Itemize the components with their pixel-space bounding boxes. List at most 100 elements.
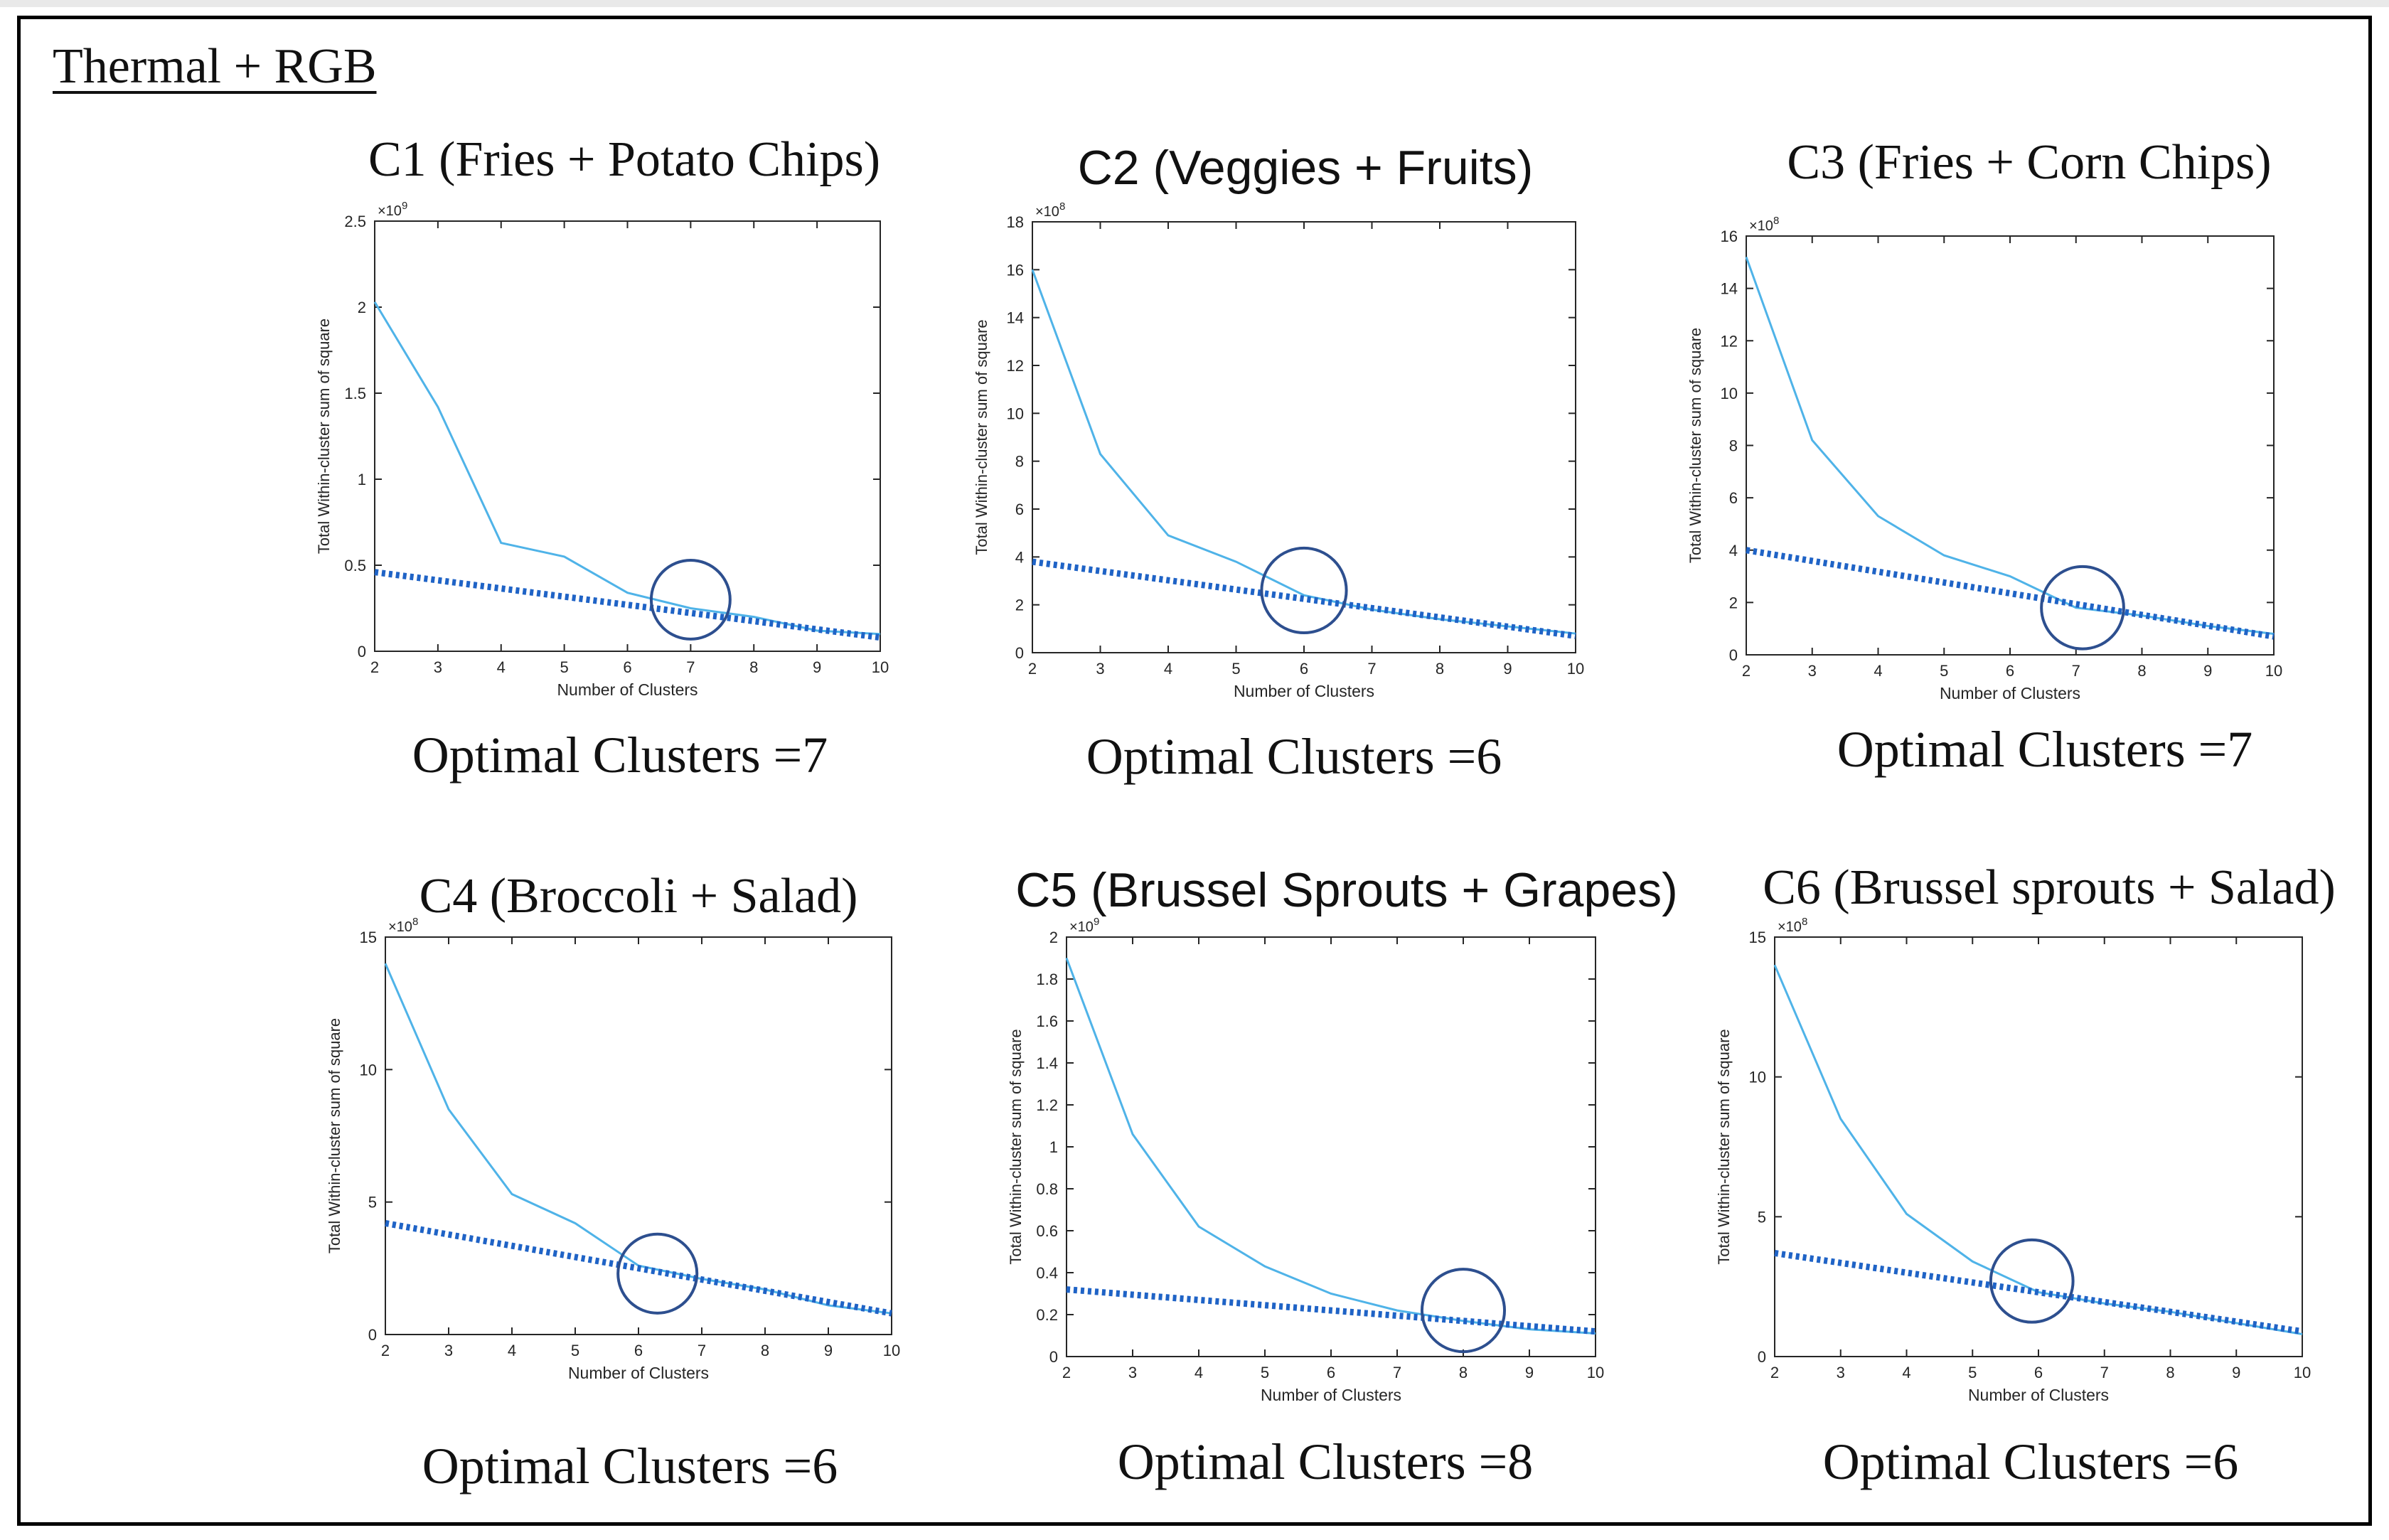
top-border-strip — [0, 0, 2389, 7]
y-exponent-label: ×109 — [378, 200, 407, 219]
y-tick-label: 4 — [1729, 542, 1738, 560]
y-tick-label: 4 — [1015, 548, 1024, 566]
x-tick-label: 8 — [2137, 662, 2146, 680]
x-tick-label: 3 — [1128, 1364, 1137, 1381]
y-tick-label: 0 — [1049, 1348, 1058, 1366]
x-tick-label: 6 — [2006, 662, 2014, 680]
y-tick-label: 2.5 — [344, 213, 366, 230]
x-tick-label: 5 — [1940, 662, 1948, 680]
x-tick-label: 4 — [1164, 660, 1172, 678]
x-tick-label: 8 — [1459, 1364, 1468, 1381]
y-tick-label: 0.2 — [1036, 1306, 1058, 1324]
x-tick-label: 9 — [1525, 1364, 1534, 1381]
panel-title-c6: C6 (Brussel sprouts + Salad) — [1763, 860, 2336, 915]
x-axis-label: Number of Clusters — [1234, 682, 1374, 700]
y-tick-label: 2 — [1049, 929, 1058, 946]
y-axis-label: Total Within-cluster sum of square — [1007, 1029, 1025, 1264]
y-axis-label: Total Within-cluster sum of square — [315, 319, 333, 554]
y-exponent-power: 9 — [402, 200, 407, 212]
trend-line — [1032, 558, 1576, 639]
y-tick-label: 0 — [358, 643, 366, 661]
x-tick-label: 9 — [824, 1342, 833, 1359]
x-tick-label: 6 — [623, 658, 631, 676]
x-tick-label: 5 — [1968, 1364, 1977, 1381]
x-tick-label: 10 — [1567, 660, 1584, 678]
y-tick-label: 10 — [1721, 385, 1738, 402]
y-tick-label: 14 — [1721, 280, 1738, 298]
y-axis-label: Total Within-cluster sum of square — [1715, 1029, 1733, 1264]
y-tick-label: 1 — [1049, 1138, 1058, 1156]
panel-title-c4: C4 (Broccoli + Salad) — [419, 869, 858, 924]
y-tick-label: 0.8 — [1036, 1180, 1058, 1198]
y-tick-label: 2 — [1015, 597, 1024, 614]
x-tick-label: 2 — [1770, 1364, 1779, 1381]
x-tick-label: 6 — [2034, 1364, 2043, 1381]
y-tick-label: 8 — [1729, 437, 1738, 455]
x-tick-label: 9 — [1503, 660, 1512, 678]
x-tick-label: 4 — [1874, 662, 1882, 680]
x-tick-label: 7 — [686, 658, 695, 676]
y-tick-label: 12 — [1007, 357, 1024, 375]
x-tick-label: 9 — [2203, 662, 2212, 680]
y-exponent-power: 8 — [1773, 215, 1779, 227]
elbow-curve — [1773, 964, 2303, 1336]
y-tick-label: 14 — [1007, 309, 1024, 327]
x-tick-label: 4 — [1902, 1364, 1910, 1381]
x-tick-label: 2 — [370, 658, 379, 676]
caption-c1: Optimal Clusters =7 — [412, 727, 828, 784]
plot-area — [1746, 235, 2275, 656]
y-tick-label: 0 — [1015, 644, 1024, 662]
elbow-curve — [1745, 256, 2275, 636]
x-tick-label: 3 — [1808, 662, 1817, 680]
y-tick-label: 8 — [1015, 453, 1024, 471]
chart-c6: 2 3 4 5 6 7 8 9 10 0 5 10 15 ×108 Number of Clusters To… — [1715, 916, 2311, 1404]
y-exponent-power: 9 — [1094, 916, 1099, 928]
optimal-cluster-circle — [649, 558, 732, 641]
plot-area — [1066, 936, 1596, 1357]
y-exponent-label: ×108 — [1749, 215, 1779, 234]
x-tick-label: 8 — [749, 658, 758, 676]
y-tick-label: 1.6 — [1036, 1012, 1058, 1030]
x-tick-label: 3 — [1837, 1364, 1845, 1381]
optimal-cluster-circle — [616, 1232, 699, 1315]
y-tick-label: 1.8 — [1036, 970, 1058, 988]
optimal-cluster-circle — [1260, 546, 1348, 635]
y-tick-label: 6 — [1015, 501, 1024, 518]
y-tick-label: 10 — [1749, 1069, 1766, 1086]
x-tick-label: 6 — [1327, 1364, 1335, 1381]
x-tick-label: 3 — [1096, 660, 1104, 678]
y-exponent-label: ×108 — [388, 916, 418, 935]
y-tick-label: 6 — [1729, 489, 1738, 507]
panel-title-c1: C1 (Fries + Potato Chips) — [368, 132, 881, 187]
caption-c3: Optimal Clusters =7 — [1837, 721, 2253, 778]
plot-area — [385, 936, 892, 1335]
y-axis-label: Total Within-cluster sum of square — [1687, 328, 1704, 563]
y-tick-label: 16 — [1721, 228, 1738, 245]
y-tick-label: 18 — [1007, 213, 1024, 231]
x-tick-label: 8 — [761, 1342, 769, 1359]
x-axis-label: Number of Clusters — [568, 1364, 709, 1382]
y-tick-label: 15 — [1749, 929, 1766, 946]
chart-c1: 2 3 4 5 6 7 8 9 10 0 0.5 1 1.5 2 2.5 ×109 Number of Clus… — [315, 200, 889, 699]
plot-area — [374, 220, 881, 652]
optimal-cluster-circle — [1989, 1238, 2075, 1324]
caption-c2: Optimal Clusters =6 — [1086, 728, 1502, 785]
chart-c5: 2 3 4 5 6 7 8 9 10 0 0.2 0.4 0.6 0.8 1 1.2 1.4 1.6 1.8 2 ×10… — [1007, 916, 1604, 1404]
x-tick-label: 2 — [381, 1342, 390, 1359]
y-tick-label: 0 — [1729, 646, 1738, 664]
y-tick-label: 15 — [360, 929, 377, 946]
y-tick-label: 1.4 — [1036, 1054, 1058, 1072]
x-tick-label: 4 — [508, 1342, 516, 1359]
figure-title: Thermal + RGB — [53, 39, 377, 94]
optimal-cluster-circle — [2040, 565, 2125, 651]
plot-area — [1774, 936, 2303, 1357]
elbow-curve — [373, 301, 881, 636]
y-tick-label: 2 — [358, 299, 366, 316]
y-tick-label: 1 — [358, 471, 366, 488]
trend-line — [1066, 1286, 1596, 1335]
plot-area — [1032, 221, 1576, 653]
caption-c6: Optimal Clusters =6 — [1822, 1433, 2239, 1490]
y-tick-label: 5 — [368, 1194, 377, 1212]
